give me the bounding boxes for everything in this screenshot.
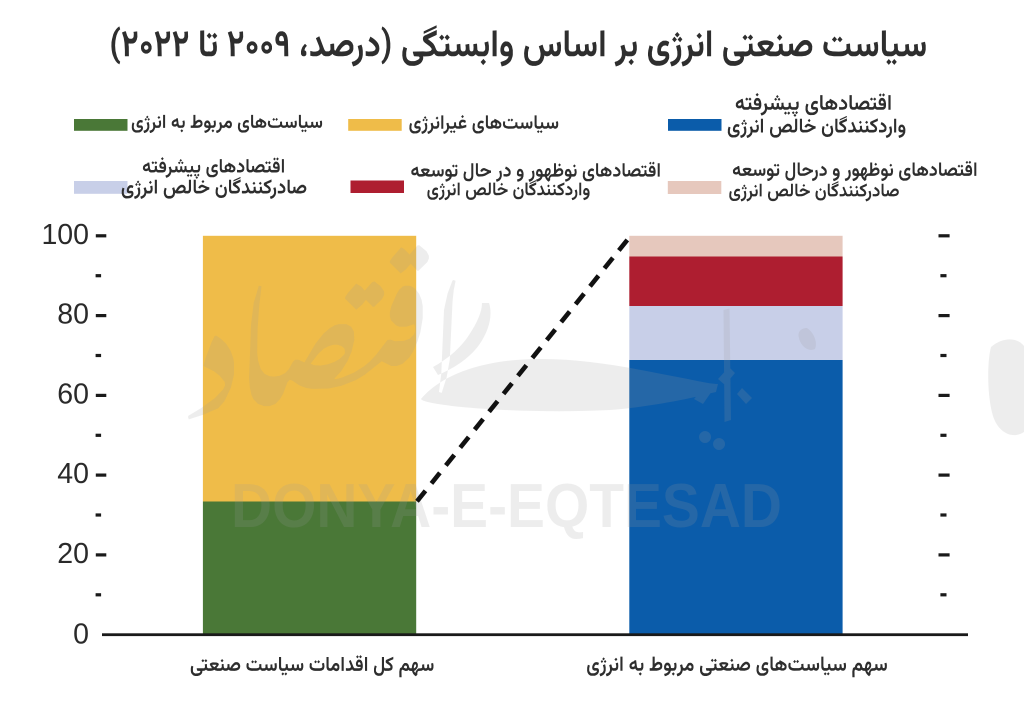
svg-text:DONYA-E-EQTESAD: DONYA-E-EQTESAD (231, 472, 782, 541)
svg-text:100: 100 (41, 219, 89, 251)
svg-text:0: 0 (73, 619, 89, 651)
svg-text:80: 80 (57, 299, 89, 331)
svg-text:60: 60 (57, 378, 89, 410)
svg-text:40: 40 (57, 458, 89, 490)
svg-text:20: 20 (57, 538, 89, 570)
